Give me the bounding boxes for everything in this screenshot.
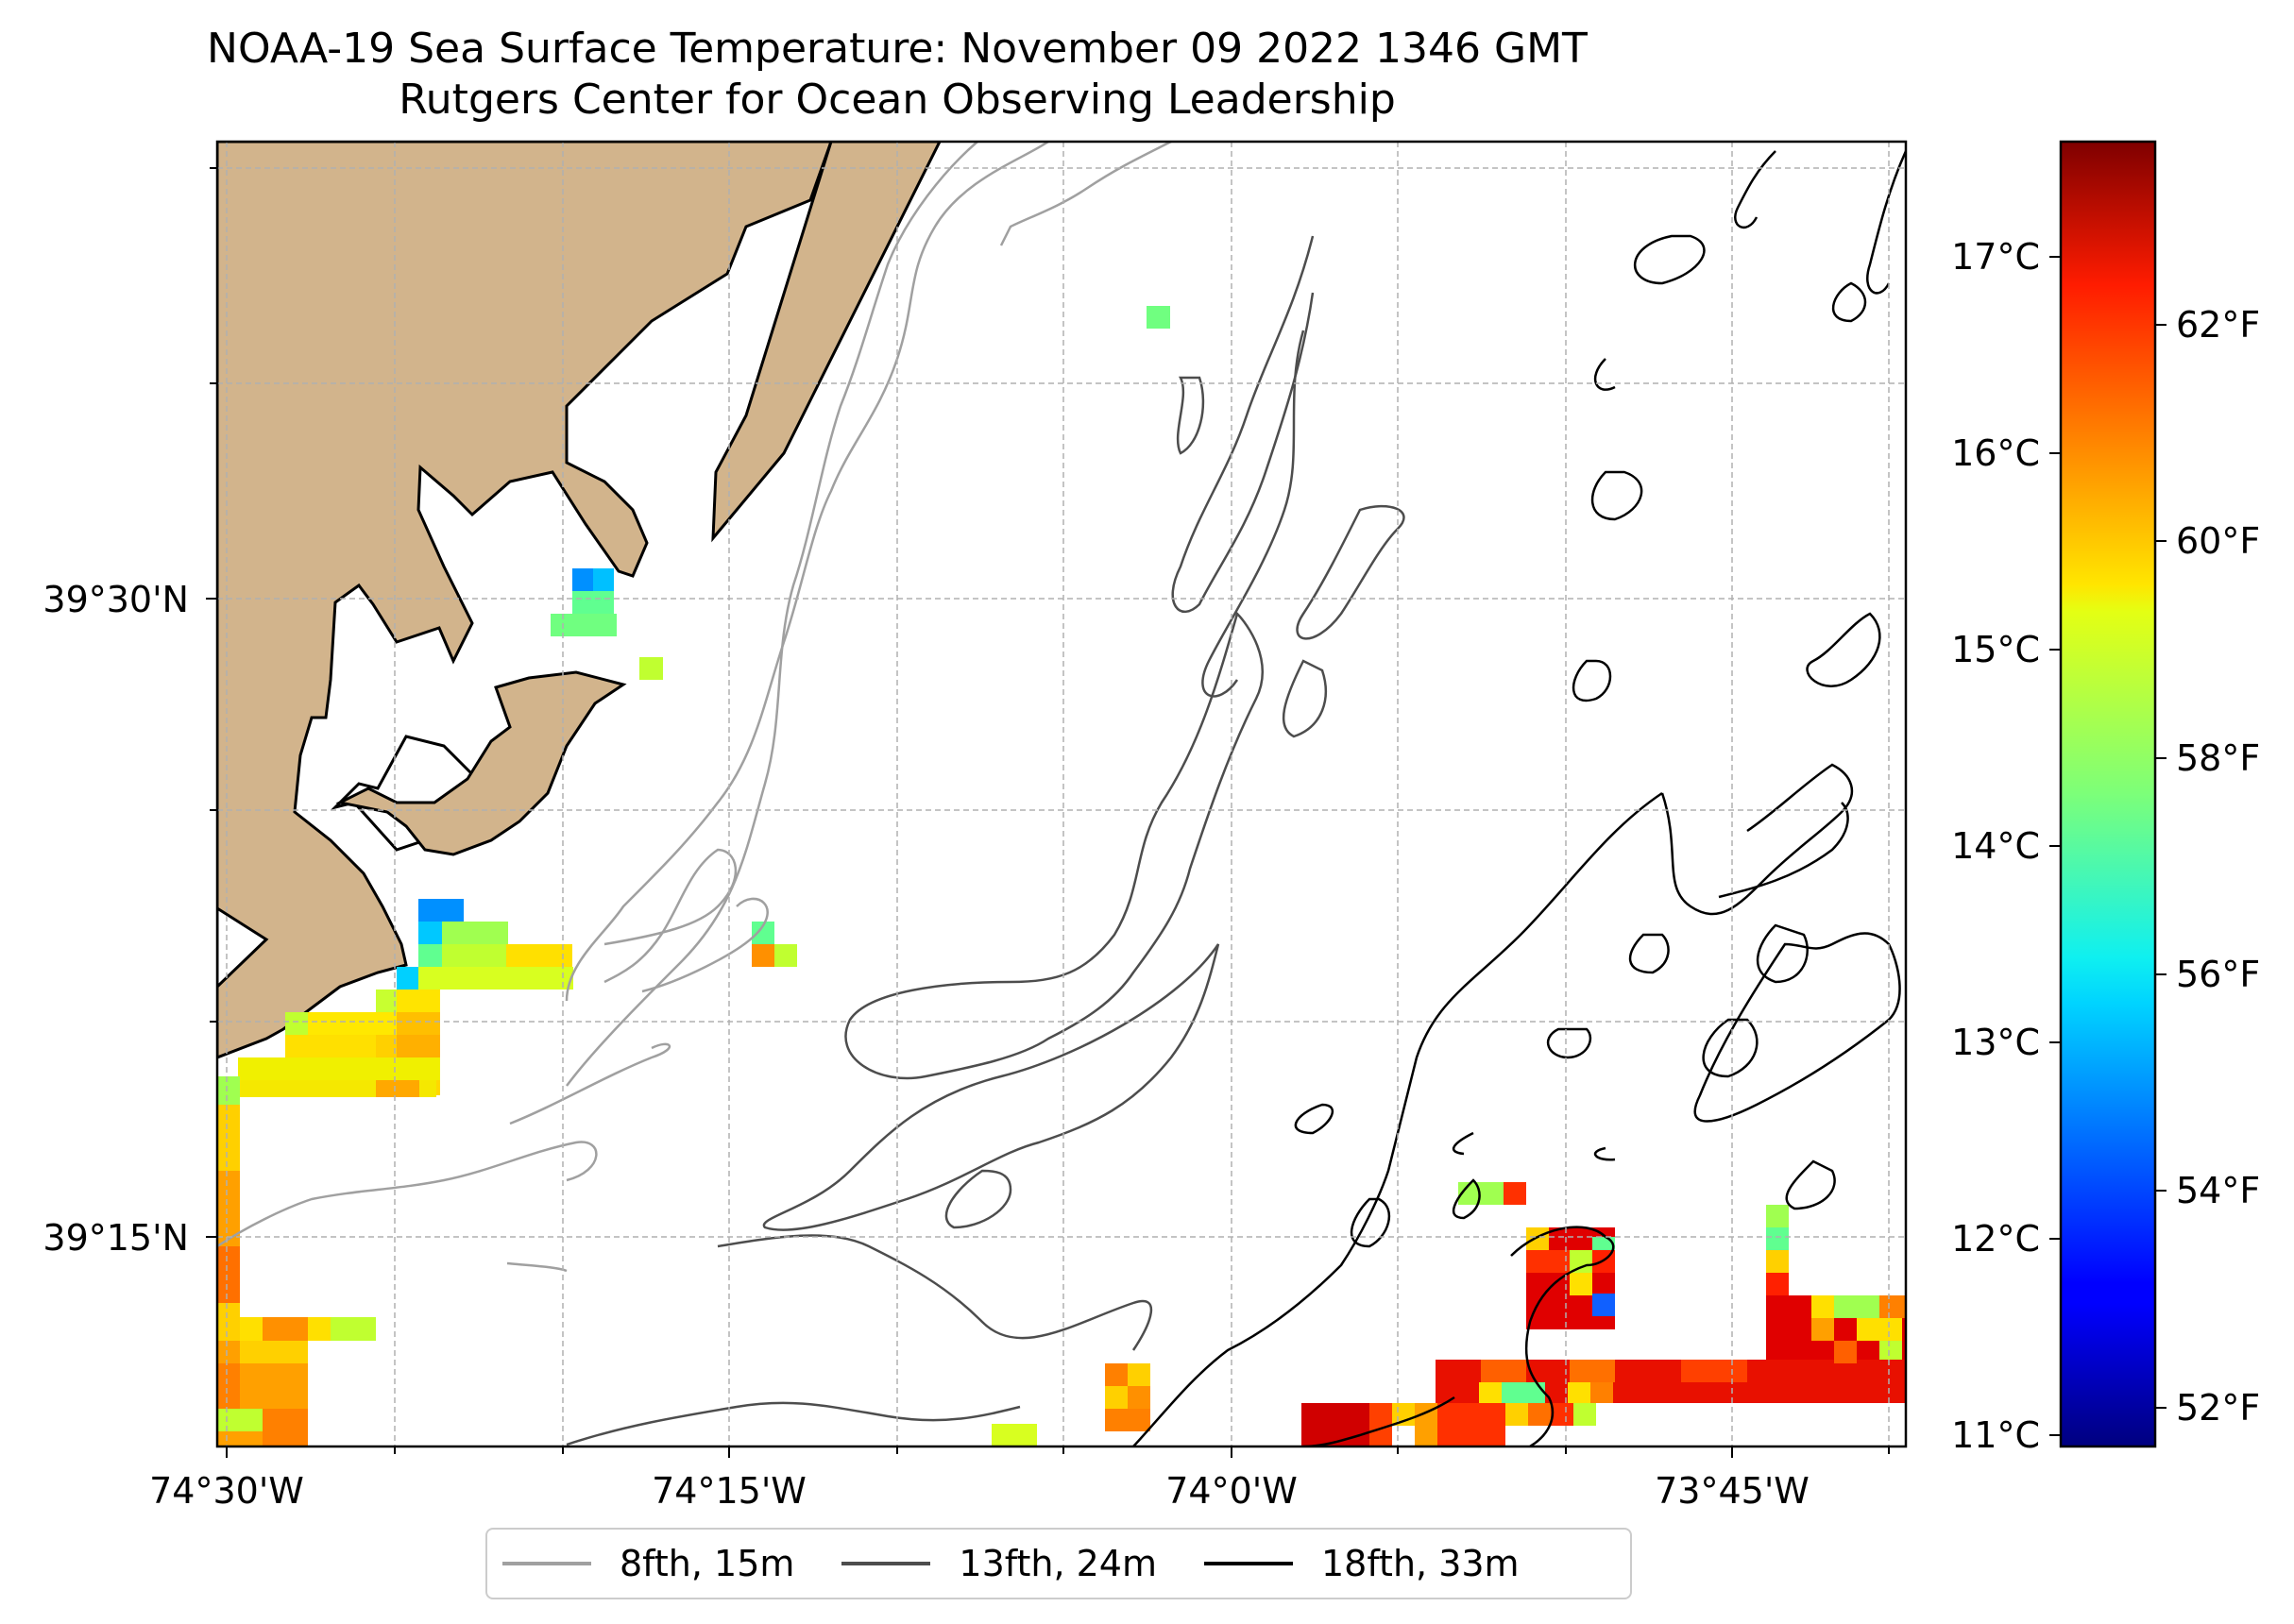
celsius-tick-label: 11°C <box>1951 1414 2040 1456</box>
axis-ticks <box>206 167 1890 1458</box>
map-area <box>217 142 1906 1446</box>
colorbar <box>2059 140 2157 1448</box>
celsius-tick-label: 15°C <box>1951 629 2040 670</box>
celsius-tick-label: 12°C <box>1951 1218 2040 1260</box>
celsius-tick-label: 13°C <box>1951 1022 2040 1063</box>
fahrenheit-tick-label: 58°F <box>2176 737 2260 779</box>
legend-line-icon <box>841 1562 931 1565</box>
colorbar-ticks <box>2049 256 2167 1436</box>
legend-item: 18fth, 33m <box>1203 1543 1520 1584</box>
fahrenheit-tick-label: 52°F <box>2176 1387 2260 1429</box>
legend-item: 13fth, 24m <box>841 1543 1157 1584</box>
map-subtitle: Rutgers Center for Ocean Observing Leade… <box>399 76 1396 124</box>
sst-pixels <box>217 306 1906 1446</box>
land-mass <box>217 142 833 1059</box>
map-frame <box>215 140 1908 1448</box>
legend-line-icon <box>502 1562 591 1565</box>
map-grid <box>217 142 1906 1446</box>
fahrenheit-tick-label: 62°F <box>2176 304 2260 346</box>
contour-18fth <box>1132 150 1906 1446</box>
celsius-tick-label: 16°C <box>1951 432 2040 474</box>
y-tick-label: 39°30'N <box>42 579 189 620</box>
contour-8fth <box>217 142 1172 1273</box>
shore-water <box>217 906 269 990</box>
y-tick-label: 39°15'N <box>42 1217 189 1259</box>
fahrenheit-tick-label: 56°F <box>2176 954 2260 995</box>
legend-item: 8fth, 15m <box>502 1543 794 1584</box>
x-tick-label: 74°30'W <box>149 1470 304 1512</box>
inlet-island <box>335 670 627 856</box>
map-title: NOAA-19 Sea Surface Temperature: Novembe… <box>207 25 1588 73</box>
x-tick-label: 74°0'W <box>1165 1470 1298 1512</box>
barrier-island <box>711 142 942 543</box>
legend-line-icon <box>1203 1562 1293 1565</box>
x-tick-label: 73°45'W <box>1655 1470 1810 1512</box>
legend-label: 13fth, 24m <box>959 1543 1157 1584</box>
celsius-tick-label: 14°C <box>1951 825 2040 867</box>
contour-legend: 8fth, 15m 13fth, 24m 18fth, 33m <box>485 1528 1632 1599</box>
x-tick-label: 74°15'W <box>652 1470 807 1512</box>
celsius-tick-label: 17°C <box>1951 236 2040 278</box>
contour-13fth <box>566 235 1405 1446</box>
fahrenheit-tick-label: 54°F <box>2176 1170 2260 1211</box>
legend-label: 18fth, 33m <box>1320 1543 1520 1584</box>
fahrenheit-tick-label: 60°F <box>2176 520 2260 562</box>
legend-label: 8fth, 15m <box>620 1543 795 1584</box>
